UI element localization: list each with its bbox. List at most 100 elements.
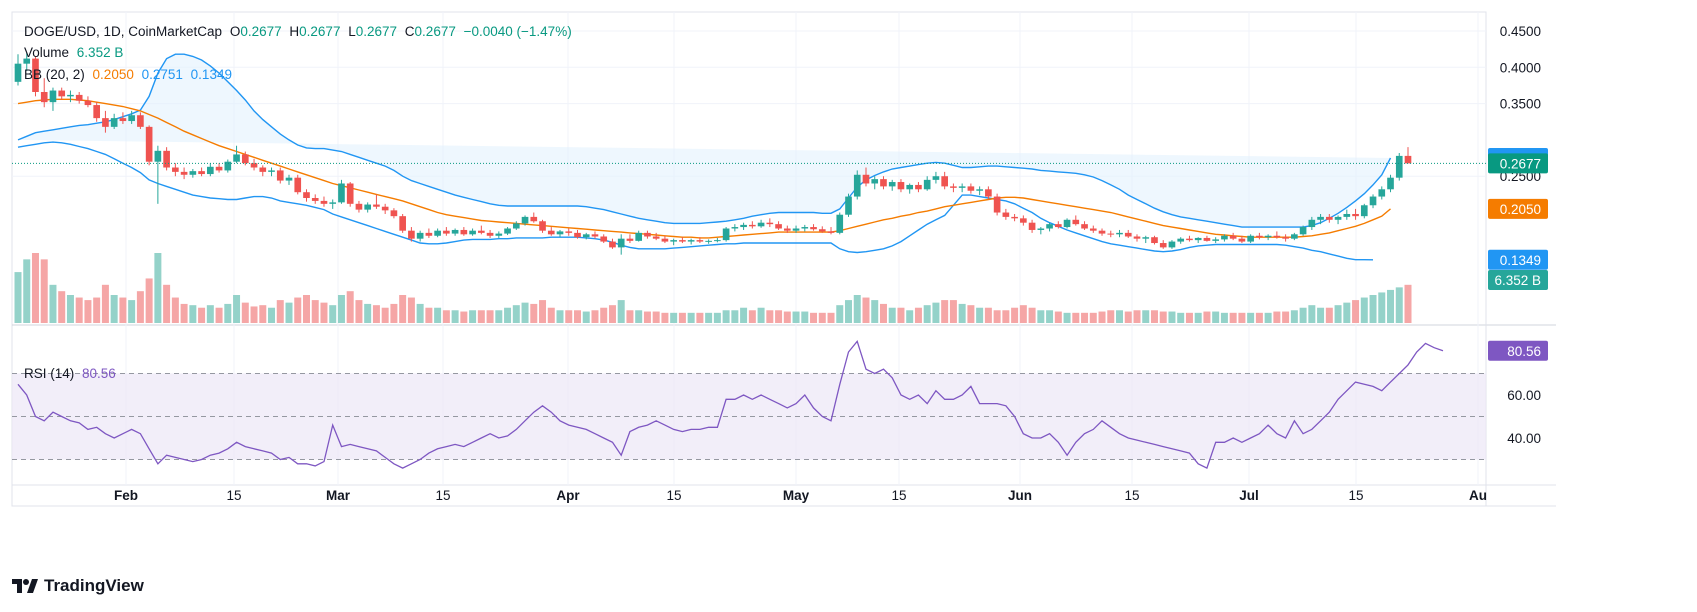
candle-body bbox=[311, 198, 319, 201]
volume-bar bbox=[591, 310, 599, 323]
volume-bar bbox=[495, 310, 503, 323]
candle-layer bbox=[12, 52, 1486, 255]
high-value: 0.2677 bbox=[299, 24, 341, 39]
volume-bar bbox=[687, 312, 695, 323]
candle-body bbox=[259, 167, 267, 172]
candle-body bbox=[154, 150, 162, 162]
candle-body bbox=[1387, 177, 1394, 190]
volume-bar bbox=[1238, 312, 1246, 323]
volume-bar bbox=[1002, 310, 1010, 323]
volume-bar bbox=[1360, 297, 1368, 323]
candle-body bbox=[1291, 234, 1298, 239]
volume-bar bbox=[1308, 305, 1316, 323]
volume-bar bbox=[1273, 311, 1281, 323]
volume-bar bbox=[372, 305, 380, 323]
volume-bar bbox=[547, 307, 555, 323]
volume-bar bbox=[678, 312, 686, 323]
symbol-title[interactable]: DOGE/USD, 1D, CoinMarketCap bbox=[24, 24, 223, 39]
candle-body bbox=[731, 227, 739, 229]
volume-layer bbox=[14, 253, 1412, 323]
candle-body bbox=[320, 200, 328, 204]
tradingview-logo-icon bbox=[12, 579, 38, 593]
volume-bar bbox=[976, 307, 984, 323]
volume-bar bbox=[486, 310, 494, 323]
bollinger-upper-line bbox=[17, 53, 1392, 228]
candle-body bbox=[556, 231, 564, 235]
volume-bar bbox=[521, 302, 529, 323]
candle-body bbox=[1369, 196, 1377, 206]
volume-bar bbox=[1352, 300, 1360, 323]
volume-bar bbox=[276, 300, 284, 323]
candle-body bbox=[1020, 218, 1027, 223]
volume-bar bbox=[1255, 312, 1263, 323]
rsi-legend[interactable]: RSI (14) 80.56 bbox=[24, 366, 120, 381]
volume-bar bbox=[906, 310, 914, 323]
candle-body bbox=[119, 118, 127, 122]
volume-bar bbox=[1404, 284, 1412, 323]
price-tick-label: 0.4500 bbox=[1500, 24, 1541, 39]
candle-body bbox=[574, 232, 581, 238]
volume-bar bbox=[565, 310, 573, 323]
volume-bar bbox=[923, 305, 931, 323]
basis-badge bbox=[1488, 198, 1548, 219]
candle-body bbox=[32, 58, 39, 92]
candle-body bbox=[303, 192, 310, 199]
close-label: C bbox=[404, 24, 415, 39]
candle-body bbox=[679, 240, 686, 242]
candle-body bbox=[1011, 216, 1018, 219]
volume-bar bbox=[1011, 307, 1019, 323]
volume-value: 6.352 B bbox=[76, 45, 124, 60]
candle-body bbox=[373, 204, 380, 207]
candle-body bbox=[215, 166, 223, 171]
volume-bar bbox=[154, 253, 162, 323]
candle-body bbox=[416, 232, 424, 239]
volume-bar bbox=[757, 307, 765, 323]
candle-body bbox=[1264, 235, 1272, 238]
candle-body bbox=[145, 126, 153, 162]
candle-body bbox=[1054, 224, 1062, 228]
candle-body bbox=[1168, 241, 1176, 248]
volume-bar bbox=[713, 312, 721, 323]
volume-legend[interactable]: Volume 6.352 B bbox=[24, 45, 127, 60]
bollinger-fill bbox=[18, 54, 1391, 228]
volume-bar bbox=[346, 291, 354, 323]
volume-bar bbox=[635, 310, 643, 323]
candle-body bbox=[687, 240, 695, 242]
volume-bar bbox=[302, 295, 310, 323]
volume-bar bbox=[364, 303, 372, 323]
volume-bar bbox=[145, 278, 153, 323]
volume-bar bbox=[1098, 311, 1106, 323]
volume-bar bbox=[801, 311, 809, 323]
volume-bar bbox=[705, 312, 713, 323]
candle-body bbox=[110, 118, 118, 127]
volume-bar bbox=[180, 303, 188, 323]
candle-body bbox=[23, 58, 31, 64]
candle-body bbox=[1378, 189, 1386, 197]
bollinger-lower-line bbox=[17, 141, 1374, 261]
candle-body bbox=[923, 179, 931, 190]
volume-bar bbox=[1299, 307, 1307, 323]
candle-body bbox=[888, 182, 896, 187]
volume-bar bbox=[530, 303, 538, 323]
candle-body bbox=[198, 171, 205, 175]
candle-body bbox=[364, 204, 372, 210]
bb-legend[interactable]: BB (20, 2) 0.2050 0.2751 0.1349 bbox=[24, 67, 236, 82]
candle-body bbox=[775, 224, 782, 229]
bb-basis-value: 0.2050 bbox=[92, 67, 134, 82]
volume-bar bbox=[862, 297, 870, 323]
volume-bar bbox=[556, 310, 564, 323]
volume-bar bbox=[600, 307, 608, 323]
candle-body bbox=[381, 206, 389, 211]
volume-bar bbox=[1343, 302, 1351, 323]
candle-body bbox=[1177, 238, 1185, 242]
rsi-label: RSI (14) bbox=[24, 366, 75, 381]
volume-bar bbox=[215, 307, 223, 323]
tradingview-brand[interactable]: TradingView bbox=[12, 576, 144, 596]
volume-bar bbox=[1063, 312, 1071, 323]
volume-bar bbox=[626, 310, 634, 323]
volume-bar bbox=[390, 303, 398, 323]
candle-body bbox=[207, 166, 214, 175]
lower-band-badge-text: 0.1349 bbox=[1500, 253, 1541, 268]
